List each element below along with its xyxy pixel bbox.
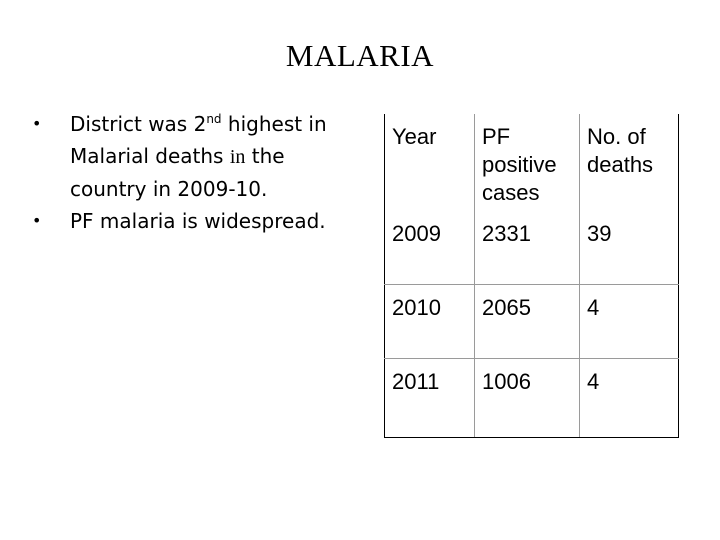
header-cell-deaths: No. of deaths xyxy=(579,114,679,211)
table-row: 2010 2065 4 xyxy=(384,284,679,359)
bullet-text-serif: in xyxy=(229,146,246,168)
bullet-text-mid: highest in Malarial deaths xyxy=(70,112,327,168)
table-cell: 4 xyxy=(579,358,679,438)
table-cell: 1006 xyxy=(474,358,580,438)
bullet-icon: • xyxy=(32,114,42,133)
bullet-item: • District was 2nd highest in Malarial d… xyxy=(30,108,360,205)
bullet-icon: • xyxy=(32,211,42,230)
table-cell: 4 xyxy=(579,284,679,359)
table-row: 2011 1006 4 xyxy=(384,358,679,438)
table-row: 2009 2331 39 xyxy=(384,211,679,285)
bullet-superscript: nd xyxy=(206,112,222,126)
table-cell: 2011 xyxy=(384,358,475,438)
table-cell: 39 xyxy=(579,211,679,285)
bullet-text: PF malaria is widespread. xyxy=(70,209,326,233)
malaria-table: Year PF positive cases No. of deaths 200… xyxy=(384,114,679,438)
table-cell: 2009 xyxy=(384,211,475,285)
bullet-text-pre: District was 2 xyxy=(70,112,207,136)
table-header-row: Year PF positive cases No. of deaths xyxy=(384,114,679,211)
header-cell-pf-cases: PF positive cases xyxy=(474,114,580,211)
bullet-list: • District was 2nd highest in Malarial d… xyxy=(30,108,360,237)
bullet-text-post: the country in 2009-10. xyxy=(70,144,285,201)
slide-title: MALARIA xyxy=(285,38,435,73)
table-cell: 2331 xyxy=(474,211,580,285)
header-cell-year: Year xyxy=(384,114,475,211)
bullet-item: • PF malaria is widespread. xyxy=(30,205,360,237)
table-cell: 2010 xyxy=(384,284,475,359)
table-cell: 2065 xyxy=(474,284,580,359)
